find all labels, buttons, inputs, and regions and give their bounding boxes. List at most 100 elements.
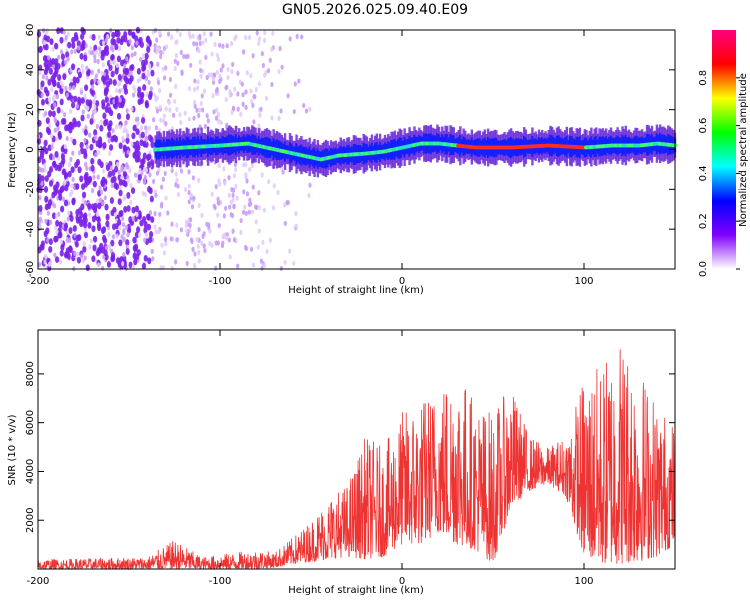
spectrogram-noise-speck [82, 213, 87, 221]
spectrogram-noise-speck [271, 30, 275, 37]
spectrogram-noise-speck [76, 251, 80, 257]
spectrogram-noise-speck [126, 149, 130, 155]
spectrogram-noise-speck [127, 29, 132, 36]
spectrogram-noise-speck [209, 31, 213, 37]
spectrogram-noise-speck [63, 112, 67, 118]
spectrogram-noise-speck [203, 247, 207, 254]
spectrogram-noise-speck [262, 37, 267, 44]
spectrogram-noise-speck [159, 117, 163, 123]
spectrogram-noise-speck [202, 243, 206, 249]
spectrogram-noise-speck [154, 125, 159, 131]
spectrogram-noise-speck [88, 244, 92, 250]
spectrogram-noise-speck [133, 172, 138, 178]
spectrogram-noise-speck [157, 228, 161, 235]
spectrogram-noise-speck [150, 216, 155, 223]
spectrogram-noise-speck [244, 34, 248, 41]
spectrogram-noise-speck [89, 49, 94, 56]
x-tick-label: -200 [27, 576, 50, 587]
spectrogram-noise-speck [60, 108, 64, 115]
spectrogram-noise-speck [93, 94, 97, 100]
spectrogram-noise-speck [263, 72, 267, 78]
spectrogram-noise-speck [64, 172, 69, 179]
spectrogram-noise-speck [112, 98, 116, 105]
spectrogram-noise-speck [126, 205, 131, 212]
spectrogram-noise-speck [228, 204, 232, 210]
spectrogram-noise-speck [85, 65, 89, 71]
spectrogram-noise-speck [108, 243, 112, 249]
spectrogram-noise-speck [162, 113, 166, 119]
spectrogram-noise-speck [63, 199, 69, 207]
spectrogram-noise-speck [40, 98, 46, 106]
spectrogram-noise-speck [70, 166, 75, 174]
spectrogram-noise-speck [163, 170, 167, 177]
spectrogram-noise-speck [109, 60, 113, 66]
spectrogram-noise-speck [111, 234, 116, 240]
spectrogram-noise-speck [48, 166, 54, 173]
spectrogram-noise-speck [97, 141, 102, 149]
spectrogram-noise-speck [47, 199, 53, 207]
spectrogram-noise-speck [166, 31, 171, 37]
spectrogram-noise-speck [43, 186, 49, 193]
spectrogram-noise-speck [203, 123, 207, 129]
spectrogram-noise-speck [144, 100, 149, 107]
spectrogram-noise-speck [241, 101, 245, 107]
spectrogram-noise-speck [102, 254, 106, 260]
colorbar-tick-label: 0.2 [698, 213, 709, 229]
spectrogram-noise-speck [43, 162, 47, 168]
spectrogram-noise-speck [74, 240, 79, 248]
snr-series [37, 349, 676, 571]
spectrogram-noise-speck [234, 166, 238, 173]
spectrogram-noise-speck [308, 106, 312, 112]
spectrogram-noise-speck [96, 221, 102, 229]
spectrogram-noise-speck [214, 107, 219, 113]
spectrogram-noise-speck [174, 52, 178, 59]
spectrogram-noise-speck [85, 165, 89, 171]
spectrogram-noise-speck [69, 136, 73, 143]
spectrogram-noise-speck [162, 250, 167, 256]
spectrogram-noise-speck [252, 119, 256, 125]
spectrogram-noise-speck [102, 168, 106, 174]
spectrogram-noise-speck [250, 98, 254, 105]
spectrogram-noise-speck [147, 63, 152, 69]
spectrogram-noise-speck [226, 66, 230, 72]
spectrogram-noise-speck [90, 69, 94, 75]
spectrogram-noise-speck [187, 199, 191, 205]
spectrogram-noise-speck [105, 213, 110, 221]
spectrogram-noise-speck [94, 152, 98, 158]
spectrogram-noise-speck [218, 73, 222, 79]
spectrogram-noise-speck [150, 141, 155, 149]
spectrogram-noise-speck [75, 158, 81, 166]
spectrogram-noise-speck [251, 102, 255, 109]
spectrogram-noise-speck [224, 96, 228, 103]
spectrogram-noise-speck [146, 214, 151, 221]
y-tick-label: 40 [25, 63, 36, 76]
spectrogram-noise-speck [49, 38, 54, 46]
spectrogram-noise-speck [130, 52, 134, 58]
spectrogram-noise-speck [64, 124, 69, 132]
spectrogram-noise-speck [41, 74, 45, 80]
spectrogram-noise-speck [47, 55, 51, 61]
spectrogram-noise-speck [125, 113, 131, 121]
spectrogram-noise-speck [48, 238, 53, 246]
spectrogram-noise-speck [197, 258, 201, 264]
spectrogram-noise-speck [105, 80, 110, 88]
spectrogram-noise-speck [110, 70, 115, 78]
spectrogram-noise-speck [118, 124, 122, 130]
x-tick-label: -100 [209, 576, 232, 587]
spectrogram-noise-speck [160, 201, 164, 207]
spectrogram-noise-speck [201, 233, 205, 240]
spectrogram-noise-speck [90, 157, 95, 165]
spectrogram-noise-speck [53, 42, 59, 50]
spectrogram-noise-speck [198, 33, 202, 39]
y-tick-label: -60 [25, 261, 36, 277]
spectrogram-noise-speck [234, 34, 238, 40]
spectrogram-noise-speck [59, 249, 64, 257]
spectrogram-noise-speck [232, 237, 237, 243]
spectrogram-noise-speck [95, 211, 100, 217]
spectrogram-noise-speck [268, 57, 272, 63]
spectrogram-noise-speck [62, 73, 67, 81]
spectrogram-noise-speck [81, 183, 86, 191]
spectrogram-noise-speck [60, 205, 65, 213]
spectrogram-noise-speck [188, 222, 192, 229]
spectrogram-noise-speck [66, 252, 71, 260]
